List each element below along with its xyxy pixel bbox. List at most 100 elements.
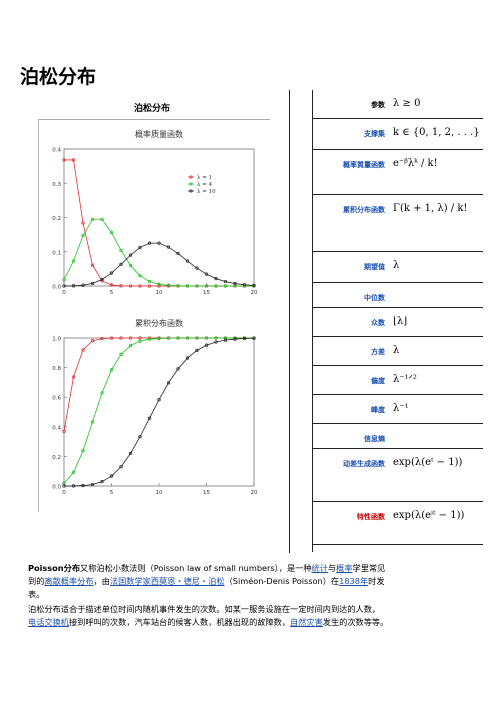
infobox-value: λ <box>393 345 400 356</box>
legend-label: λ = 10 <box>197 189 216 195</box>
infobox-label[interactable]: 动差生成函数 <box>343 460 385 468</box>
chart-frame-left <box>38 119 39 512</box>
intro-term: Poisson分布 <box>28 563 81 573</box>
infobox-label[interactable]: 概率質量函数 <box>343 161 385 169</box>
infobox-value: λ⁻¹ <box>393 403 409 414</box>
infobox-row: 动差生成函数 exp(λ(eᵗ − 1)) <box>313 449 483 502</box>
infobox-label[interactable]: 偏度 <box>371 377 385 385</box>
data-point <box>81 348 85 352</box>
data-point <box>109 474 114 478</box>
data-point <box>223 338 228 342</box>
link-year-1838[interactable]: 1838年 <box>339 576 369 586</box>
second-paragraph: 泊松分布适合于描述单位时间内随机事件发生的次数。如某一服务设施在一定时间内到达的… <box>28 603 458 629</box>
data-point <box>242 336 247 341</box>
data-point <box>185 336 190 340</box>
data-point <box>62 284 66 288</box>
infobox-label: 参数 <box>371 101 385 109</box>
link-poisson-person[interactable]: 法国数学家西莫恩・德尼・泊松 <box>109 576 225 586</box>
x-tick-label: 20 <box>251 290 258 296</box>
data-point <box>252 283 256 287</box>
data-point <box>100 391 104 395</box>
data-point <box>147 337 152 341</box>
data-point <box>166 283 171 287</box>
infobox-label[interactable]: 支撑集 <box>364 130 385 138</box>
infobox-label[interactable]: 期望值 <box>364 263 385 271</box>
data-point <box>157 398 161 402</box>
data-point <box>147 416 152 420</box>
data-point <box>100 217 104 221</box>
data-point <box>138 336 142 340</box>
data-point <box>214 336 218 340</box>
infobox-row: 参数 λ ≥ 0 <box>313 90 483 119</box>
link-discrete-distribution[interactable]: 离散概率分布 <box>44 576 94 586</box>
data-point <box>71 284 76 288</box>
data-point <box>62 158 66 162</box>
data-point <box>109 283 114 287</box>
plot-frame <box>63 337 255 487</box>
infobox-row: 峰度 λ⁻¹ <box>313 395 483 424</box>
x-tick-label: 20 <box>251 490 258 496</box>
data-point <box>81 221 85 225</box>
data-point <box>204 336 209 340</box>
intro-text-7: 时发 <box>368 576 385 586</box>
series-line <box>63 337 254 432</box>
infobox-row: 众数 ⌊λ⌋ <box>313 308 483 337</box>
infobox-value: λ ≥ 0 <box>393 98 421 109</box>
data-point <box>62 429 66 434</box>
infobox-row: 期望值 λ <box>313 252 483 283</box>
link-telephone-exchange[interactable]: 电话交换机 <box>28 617 69 627</box>
infobox-label[interactable]: 信息熵 <box>364 435 385 443</box>
data-point <box>71 158 76 162</box>
link-natural-disaster[interactable]: 自然灾害 <box>290 617 323 627</box>
infobox-label[interactable]: 累积分布函数 <box>343 206 385 214</box>
infobox-value: k ∈ {0, 1, 2, . . .} <box>393 127 480 138</box>
link-statistics[interactable]: 统计 <box>311 563 328 573</box>
data-point <box>138 274 142 278</box>
data-point <box>176 336 180 340</box>
data-point <box>81 449 85 453</box>
intro-text-1: 又称泊松小数法则（Poisson law of small numbers），是… <box>80 563 312 573</box>
infobox-label[interactable]: 方差 <box>371 348 385 356</box>
infobox-label[interactable]: 特性函数 <box>357 513 385 521</box>
infobox-label[interactable]: 中位数 <box>364 294 385 302</box>
column-divider <box>289 90 290 553</box>
data-point <box>176 251 180 256</box>
data-point <box>233 337 237 341</box>
data-point <box>157 241 161 245</box>
legend-label: λ = 4 <box>197 182 213 188</box>
data-point <box>166 381 171 385</box>
infobox-row: 偏度 λ⁻¹ᐟ² <box>313 366 483 395</box>
data-point <box>147 279 152 284</box>
data-point <box>195 336 199 340</box>
data-point <box>100 480 104 484</box>
data-point <box>62 484 66 488</box>
x-tick-label: 5 <box>110 490 114 496</box>
y-tick-label: 0.0 <box>52 485 61 491</box>
data-point <box>204 343 209 347</box>
infobox-label[interactable]: 峰度 <box>371 406 385 414</box>
intro-text-3: 学里常见 <box>352 563 386 573</box>
data-point <box>90 281 95 286</box>
data-point <box>223 336 228 340</box>
data-point <box>119 262 123 267</box>
y-tick-label: 0.4 <box>52 148 61 154</box>
cdf-chart: 累积分布函数 0.0 0.2 0.4 0.6 0.8 1.0 0 5 10 15 20 <box>52 318 258 496</box>
infobox-label[interactable]: 众数 <box>371 319 385 327</box>
link-probability[interactable]: 概率 <box>336 563 353 573</box>
chart-title: 概率质量函数 <box>135 129 183 139</box>
data-point <box>157 282 161 286</box>
data-point <box>119 248 123 253</box>
data-point <box>128 343 133 348</box>
intro-text-6: （Siméon-Denis Poisson）在 <box>224 576 340 586</box>
intro-text-5: ，由 <box>93 576 110 586</box>
y-tick-label: 1.0 <box>52 337 61 343</box>
data-point <box>138 284 142 288</box>
infobox-row: 特性函数 exp(λ(eⁱᵗ − 1)) <box>313 502 483 545</box>
data-point <box>223 284 228 288</box>
data-point <box>242 283 247 287</box>
legend-label: λ = 1 <box>197 175 212 181</box>
pmf-chart: 概率质量函数 0.0 0.1 0.2 0.3 0.4 0 5 10 15 20 λ = 1λ = 4λ… <box>52 129 258 296</box>
data-point <box>176 367 180 371</box>
infobox-row: 方差 λ <box>313 337 483 366</box>
legend-marker <box>189 189 193 193</box>
